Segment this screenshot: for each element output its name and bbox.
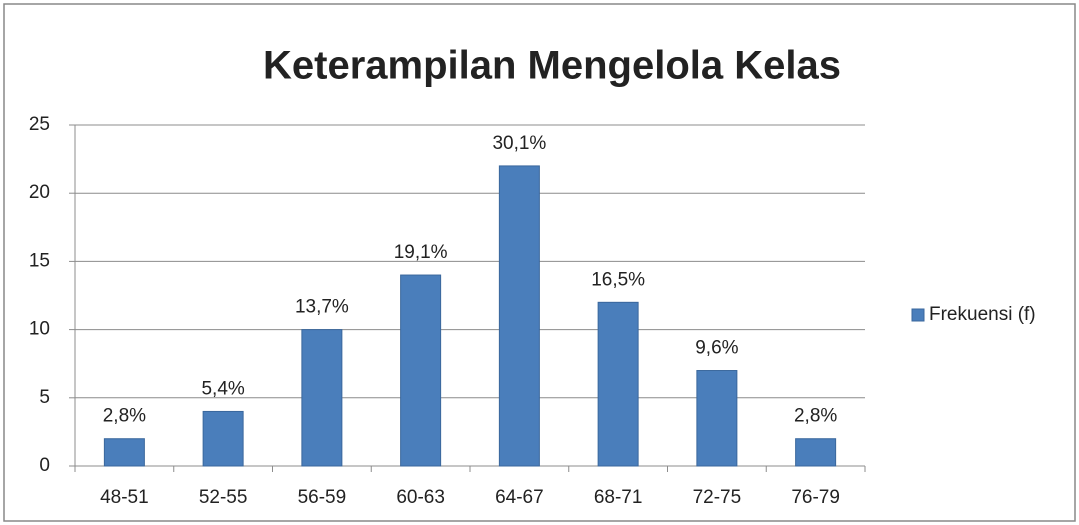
chart-title: Keterampilan Mengelola Kelas: [263, 44, 841, 88]
bar: [795, 438, 837, 467]
bar: [400, 274, 442, 467]
bar: [597, 301, 639, 467]
bar: [202, 410, 244, 467]
data-label: 30,1%: [492, 133, 546, 154]
x-tick-label: 68-71: [594, 487, 643, 508]
y-tick-label: 10: [29, 319, 50, 340]
x-tick-label: 56-59: [298, 487, 347, 508]
x-tick-label: 48-51: [100, 487, 149, 508]
x-tick-label: 76-79: [791, 487, 840, 508]
data-label: 5,4%: [201, 378, 244, 399]
legend-swatch: [911, 308, 925, 322]
x-tick-label: 64-67: [495, 487, 544, 508]
x-tick-label: 60-63: [396, 487, 445, 508]
legend-label: Frekuensi (f): [929, 304, 1036, 325]
data-label: 13,7%: [295, 297, 349, 318]
x-tick-label: 72-75: [693, 487, 742, 508]
data-label: 16,5%: [591, 269, 645, 290]
y-tick-label: 20: [29, 182, 50, 203]
bar: [696, 370, 738, 467]
bar: [103, 438, 145, 467]
y-tick-label: 25: [29, 114, 50, 135]
data-label: 19,1%: [394, 242, 448, 263]
data-label: 2,8%: [103, 406, 146, 427]
bar: [498, 165, 540, 467]
y-tick-label: 0: [39, 455, 50, 476]
y-tick-label: 5: [39, 387, 50, 408]
data-label: 9,6%: [695, 338, 738, 359]
data-label: 2,8%: [794, 406, 837, 427]
x-tick-label: 52-55: [199, 487, 248, 508]
y-tick-label: 15: [29, 250, 50, 271]
bar: [301, 329, 343, 467]
